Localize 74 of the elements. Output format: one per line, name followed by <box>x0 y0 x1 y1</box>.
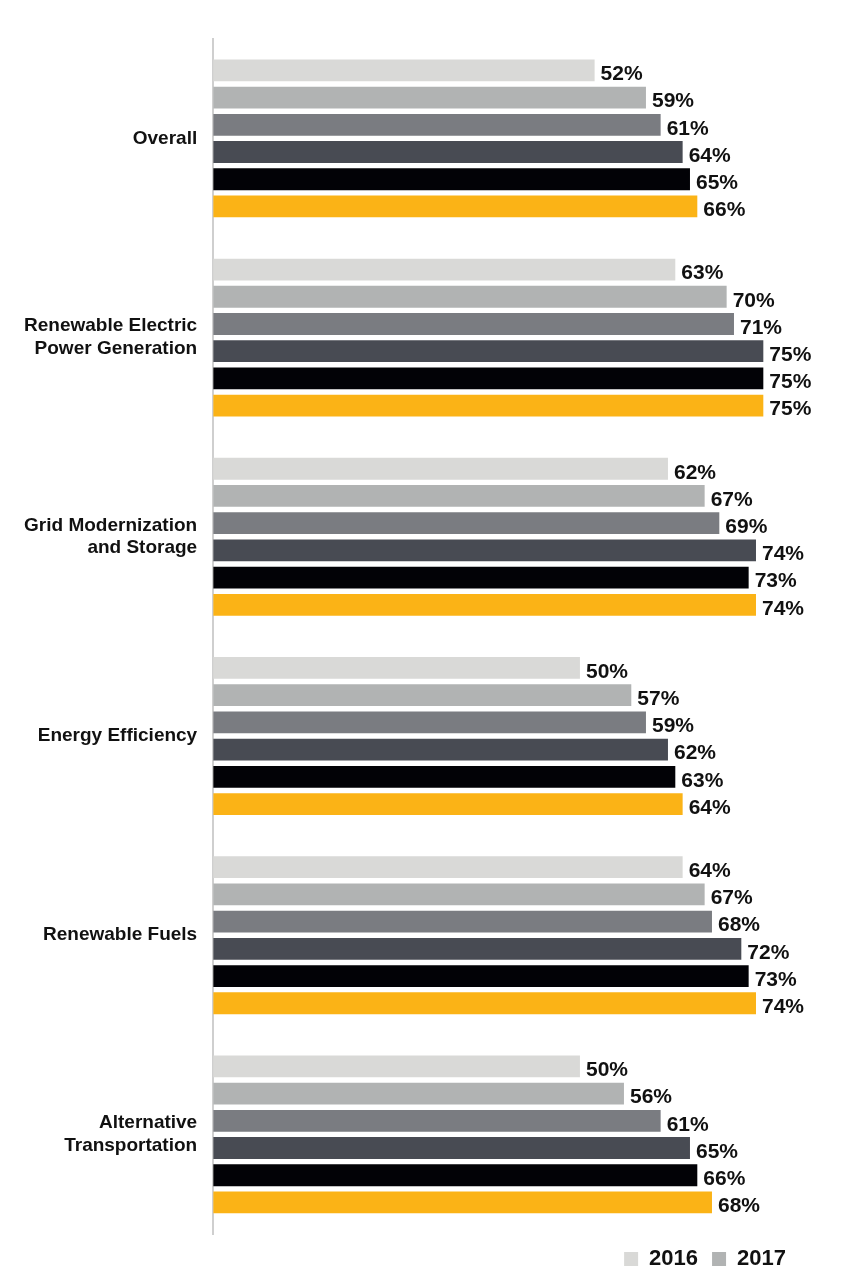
bar <box>213 340 764 363</box>
data-label: 67% <box>710 885 753 909</box>
bar <box>213 313 734 335</box>
y-tick-label: Overall <box>132 126 198 148</box>
data-label: 66% <box>703 197 746 221</box>
data-label: 56% <box>629 1084 673 1108</box>
y-tick-label: Alternative Transportation <box>64 1111 198 1156</box>
data-label: 64% <box>688 142 731 166</box>
bar <box>213 86 646 109</box>
y-tick-label: Grid Modernization and Storage <box>24 513 198 558</box>
bar <box>213 883 705 906</box>
legend-label: 2017 <box>737 1245 787 1271</box>
bar <box>213 113 661 136</box>
bar <box>213 937 742 960</box>
data-label: 59% <box>651 713 695 737</box>
bar <box>213 566 749 589</box>
data-label: 70% <box>732 287 776 311</box>
data-label: 64% <box>688 794 731 818</box>
bar <box>213 1164 698 1187</box>
data-label: 61% <box>666 115 709 139</box>
bar <box>213 711 646 734</box>
data-label: 73% <box>754 966 798 990</box>
data-label: 68% <box>717 912 761 936</box>
y-tick-label: Energy Efficiency <box>37 724 198 746</box>
data-label: 63% <box>681 260 724 284</box>
data-label: 57% <box>637 685 680 709</box>
y-tick-label: Renewable Fuels <box>43 923 198 945</box>
data-label: 63% <box>681 767 724 791</box>
bar <box>213 195 698 218</box>
data-label: 67% <box>710 486 753 510</box>
data-label: 68% <box>717 1193 761 1217</box>
data-label: 73% <box>754 568 798 592</box>
bar <box>213 1082 624 1105</box>
data-label: 66% <box>703 1166 746 1190</box>
legend-label: 2016 <box>649 1245 699 1271</box>
data-label: 52% <box>600 61 643 85</box>
bar <box>213 910 712 933</box>
bar <box>213 367 764 390</box>
bar <box>213 684 632 707</box>
bar <box>213 593 756 616</box>
data-label: 62% <box>673 459 717 483</box>
data-label: 71% <box>739 314 783 338</box>
bar <box>213 992 756 1015</box>
bar <box>213 1109 661 1132</box>
bar <box>213 765 676 788</box>
data-label: 74% <box>761 994 805 1018</box>
bar <box>213 285 727 308</box>
bar <box>213 1191 712 1214</box>
bar <box>213 793 683 815</box>
data-label: 69% <box>725 513 768 537</box>
data-label: 65% <box>695 1138 739 1162</box>
data-label: 50% <box>585 658 629 682</box>
data-label: 50% <box>585 1057 629 1081</box>
data-label: 72% <box>747 939 790 963</box>
bar <box>213 485 705 507</box>
data-label: 59% <box>651 88 695 112</box>
bar <box>213 168 690 191</box>
bar <box>213 539 756 562</box>
bar <box>213 394 764 417</box>
bar <box>213 738 668 761</box>
y-tick-label: Renewable Electric Power Generation <box>23 314 198 359</box>
data-label: 74% <box>761 541 805 565</box>
bar <box>213 965 749 987</box>
bar <box>213 1137 690 1159</box>
data-label: 65% <box>695 170 739 194</box>
data-label: 75% <box>769 342 812 366</box>
data-label: 64% <box>688 857 731 881</box>
bar <box>213 512 720 535</box>
data-label: 74% <box>761 595 805 619</box>
bar <box>213 141 683 163</box>
data-label: 62% <box>673 740 717 764</box>
data-label: 75% <box>769 396 812 420</box>
data-label: 61% <box>666 1111 709 1135</box>
data-label: 75% <box>769 369 812 393</box>
